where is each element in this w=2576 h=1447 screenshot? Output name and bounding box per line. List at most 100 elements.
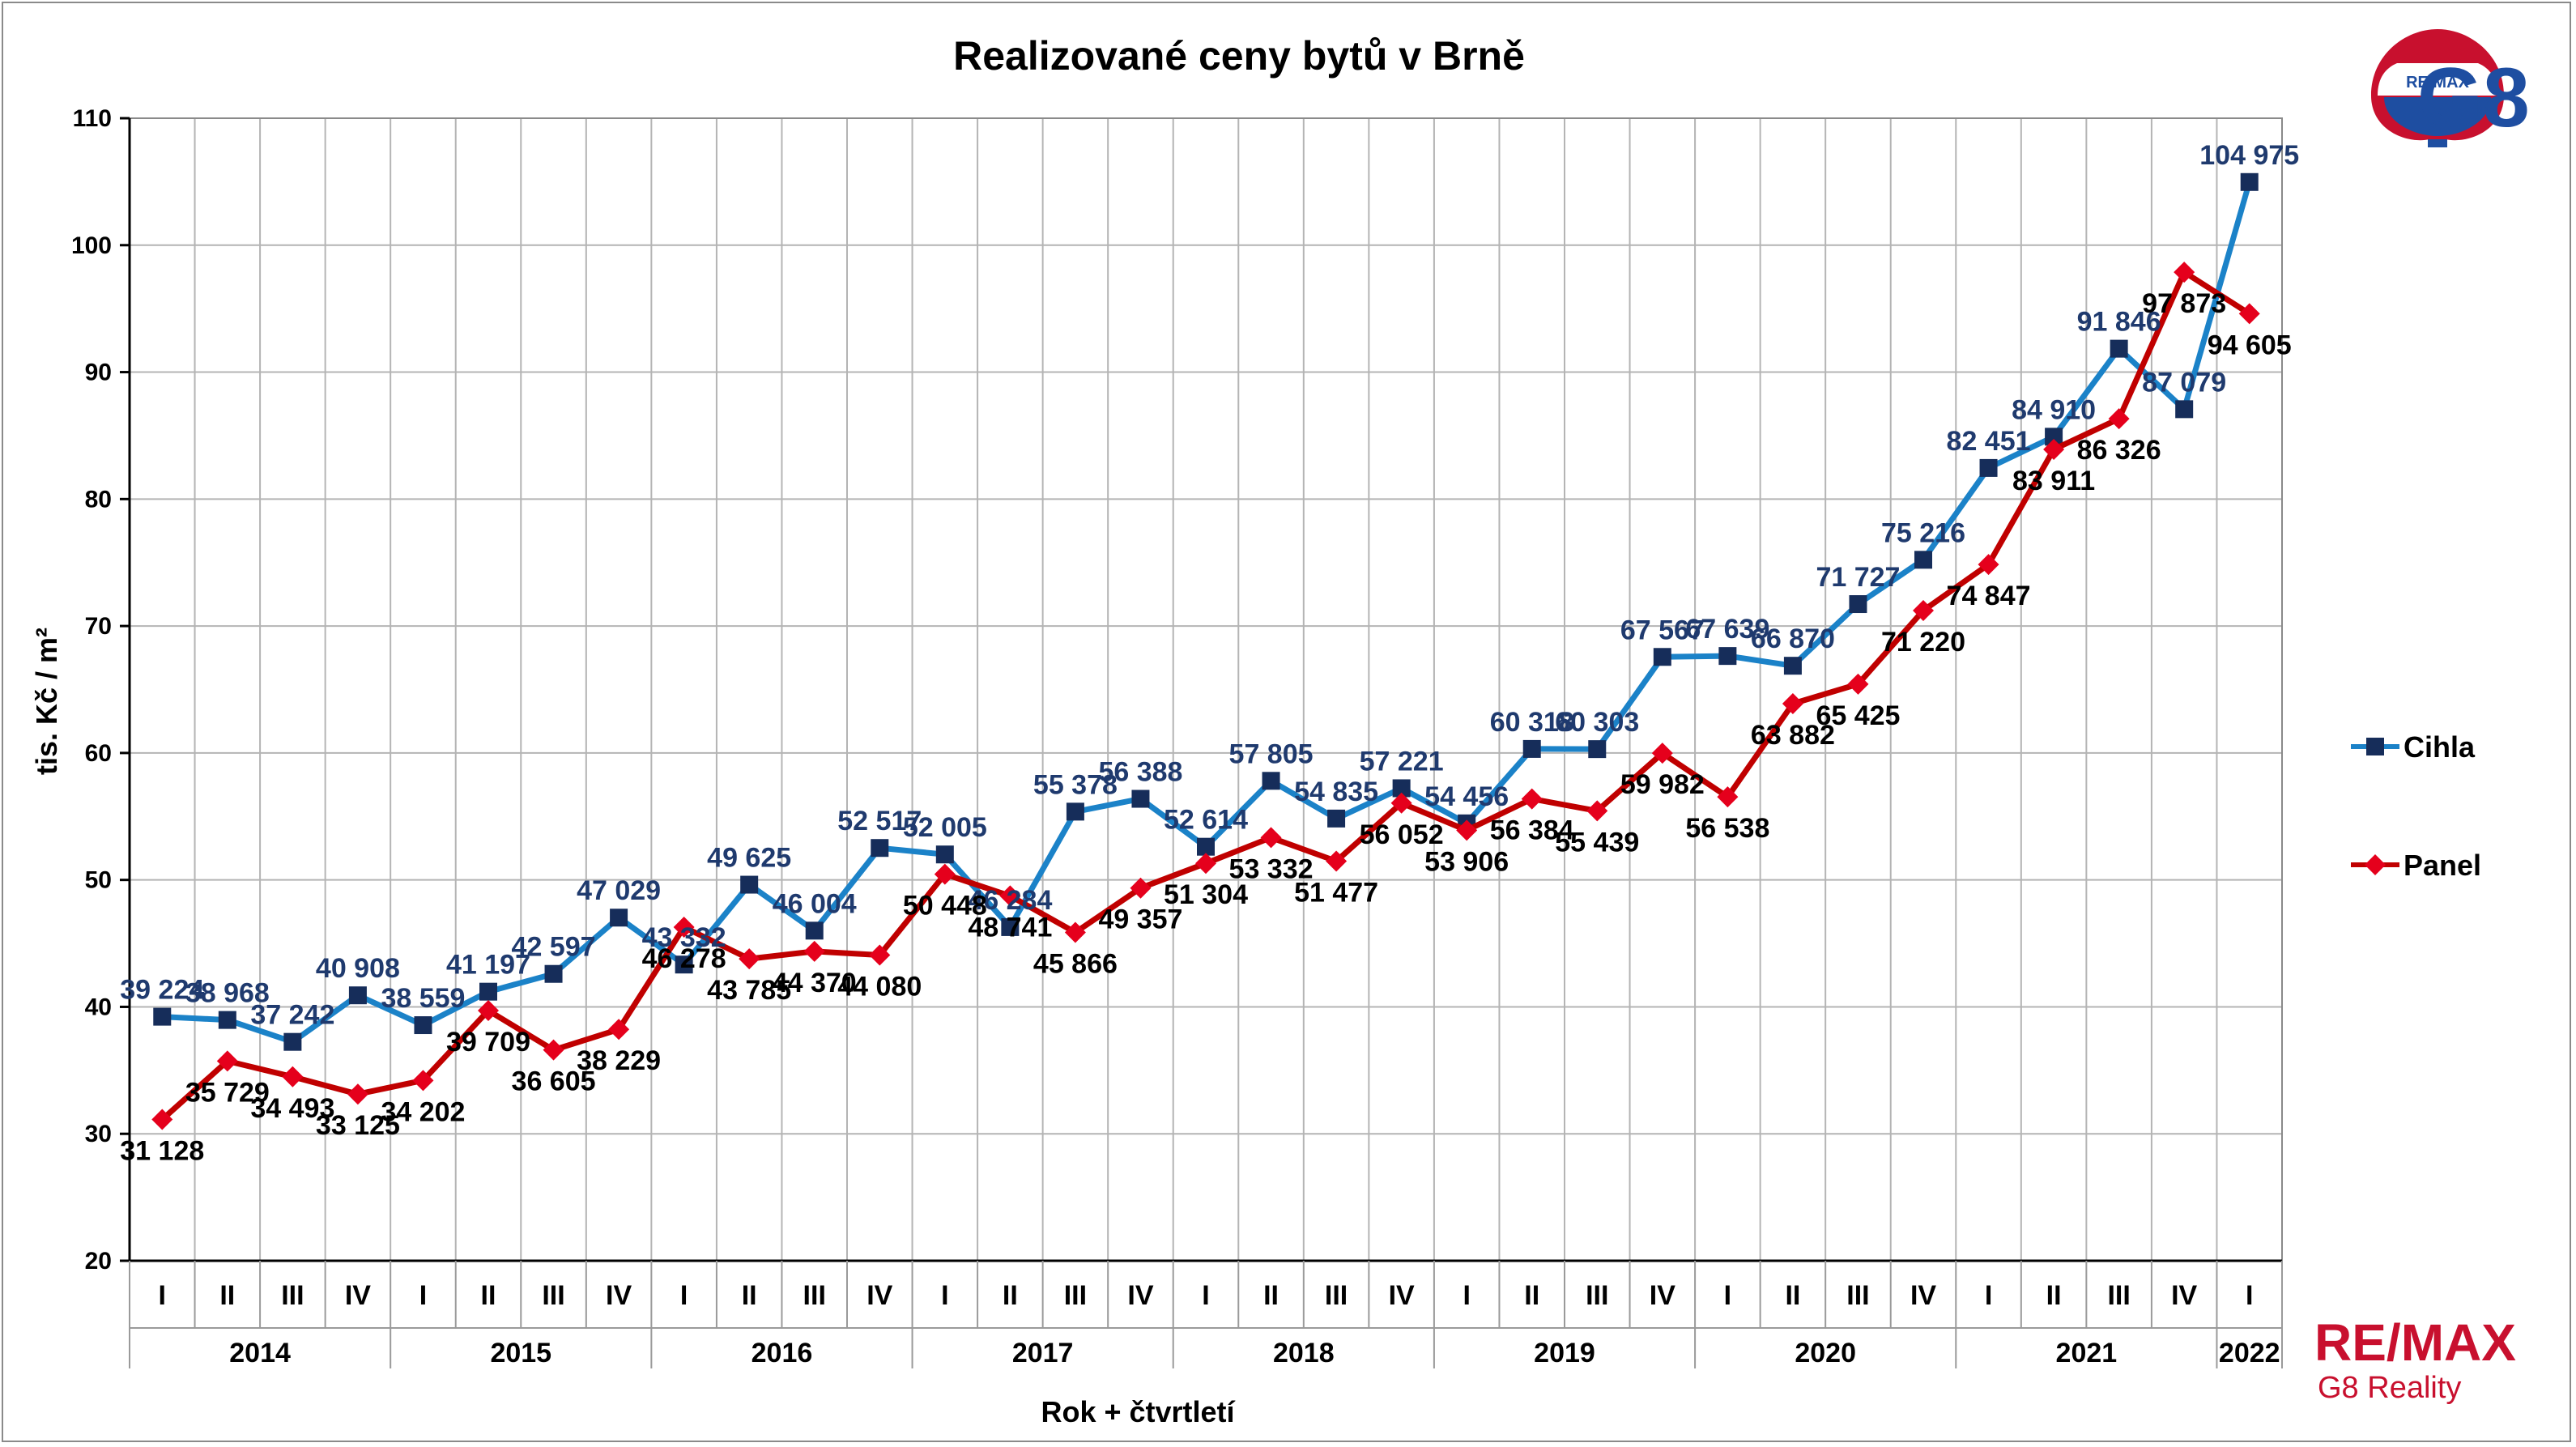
cihla-data-label: 67 567 (1620, 615, 1705, 645)
y-tick-label: 20 (85, 1248, 112, 1275)
quarter-tick-label: III (1064, 1280, 1087, 1311)
panel-data-label: 36 605 (512, 1066, 596, 1097)
panel-point (151, 1109, 173, 1130)
year-tick-label: 2015 (490, 1338, 551, 1368)
y-tick-labels: 20 30 40 50 60 70 80 90 100 110 (71, 105, 112, 1275)
cihla-point (805, 921, 824, 940)
quarter-tick-label: IV (1650, 1280, 1675, 1311)
cihla-point (1979, 458, 1998, 477)
panel-point (1326, 850, 1348, 872)
brand-slash: / (2387, 1313, 2401, 1372)
axes (120, 117, 2283, 1368)
panel-data-label: 39 709 (446, 1027, 530, 1058)
panel-point (2238, 303, 2260, 325)
cihla-data-label: 91 846 (2077, 307, 2161, 338)
panel-point (1064, 921, 1086, 943)
cihla-data-label: 54 835 (1294, 777, 1378, 807)
panel-data-label: 45 866 (1033, 948, 1118, 979)
panel-data-label: 56 052 (1360, 819, 1444, 850)
cihla-data-label: 60 303 (1555, 707, 1639, 738)
cihla-point (414, 1016, 432, 1035)
cihla-data-label: 46 004 (773, 888, 857, 919)
y-axis-title: tis. Kč / m² (30, 628, 63, 775)
quarter-tick-label: III (542, 1280, 564, 1311)
quarter-tick-label: II (1524, 1280, 1539, 1311)
legend-marker-cihla (2366, 738, 2384, 755)
y-tick-label: 80 (85, 486, 112, 513)
remax-g8-reality-brand: RE/MAX G8 Reality (2314, 1313, 2516, 1405)
cihla-data-label: 57 221 (1360, 746, 1444, 777)
cihla-point (348, 986, 367, 1005)
panel-data-label: 44 080 (837, 971, 922, 1002)
legend-marker-panel (2365, 854, 2386, 875)
cihla-point (1197, 837, 1215, 856)
quarter-tick-label: I (941, 1280, 948, 1311)
panel-point (1978, 554, 1999, 576)
quarter-tick-label: II (219, 1280, 235, 1311)
cihla-data-label: 66 870 (1751, 623, 1835, 654)
x-axis-title: Rok + čtvrtletí (1041, 1395, 1235, 1428)
cihla-data-label: 42 597 (512, 932, 596, 963)
panel-point (412, 1070, 434, 1092)
panel-point (1847, 673, 1869, 695)
cihla-data-label: 52 614 (1164, 805, 1248, 836)
cihla-data-label: 54 456 (1424, 781, 1509, 812)
grid (130, 117, 2282, 1262)
cihla-data-label: 56 388 (1098, 757, 1182, 788)
year-tick-label: 2021 (2056, 1338, 2118, 1368)
cihla-data-label: 52 005 (903, 812, 987, 843)
panel-data-label: 38 229 (577, 1045, 661, 1076)
panel-point (1390, 792, 1412, 814)
panel-data-label: 49 357 (1098, 904, 1182, 935)
panel-point (608, 1019, 630, 1041)
cihla-point (935, 845, 954, 864)
y-tick-label: 40 (85, 994, 112, 1020)
quarter-tick-label: III (803, 1280, 826, 1311)
panel-point (999, 885, 1021, 907)
cihla-point (871, 839, 889, 858)
cihla-data-label: 57 805 (1229, 738, 1314, 769)
panel-data-label: 35 729 (185, 1077, 270, 1108)
quarter-tick-label: IV (345, 1280, 371, 1311)
cihla-point (1588, 740, 1607, 759)
panel-data-label: 53 332 (1229, 853, 1314, 884)
quarter-tick-label: IV (866, 1280, 892, 1311)
quarter-tick-label: III (2107, 1280, 2130, 1311)
quarter-tick-label: I (159, 1280, 166, 1311)
panel-data-label: 59 982 (1620, 769, 1705, 800)
cihla-data-label: 40 908 (316, 953, 400, 984)
panel-data-label: 51 477 (1294, 878, 1378, 909)
cihla-point (1783, 657, 1802, 675)
panel-data-label: 65 425 (1816, 700, 1900, 731)
panel-point (1260, 827, 1282, 849)
panel-data-label: 50 448 (903, 891, 987, 921)
cihla-point (740, 875, 759, 894)
cihla-data-label: 87 079 (2142, 367, 2226, 398)
quarter-tick-label: IV (1389, 1280, 1415, 1311)
quarter-tick-label: I (680, 1280, 688, 1311)
cihla-point (1718, 647, 1737, 666)
quarter-tick-label: III (1586, 1280, 1608, 1311)
panel-point (478, 1000, 499, 1022)
panel-data-label: 56 384 (1490, 815, 1574, 846)
brand-wordmark: RE/MAX (2314, 1313, 2516, 1372)
cihla-point (1849, 595, 1867, 614)
panel-point (869, 944, 891, 966)
year-tick-label: 2020 (1795, 1338, 1856, 1368)
legend-label-panel: Panel (2404, 849, 2481, 882)
cihla-data-label: 55 378 (1033, 769, 1118, 800)
quarter-tick-label: IV (1910, 1280, 1936, 1311)
panel-point (934, 863, 956, 885)
cihla-data-label: 71 727 (1816, 562, 1900, 593)
year-tick-label: 2016 (752, 1338, 813, 1368)
panel-data-label: 71 220 (1881, 627, 1965, 658)
cihla-data-label: 67 639 (1685, 614, 1769, 645)
cihla-point (610, 909, 628, 927)
quarter-tick-label: IV (1127, 1280, 1153, 1311)
cihla-data-label: 104 975 (2199, 140, 2299, 171)
cihla-data-label: 60 318 (1490, 707, 1574, 738)
panel-point (803, 940, 825, 962)
quarter-tick-label: II (1785, 1280, 1800, 1311)
panel-data-label: 44 370 (773, 968, 857, 998)
